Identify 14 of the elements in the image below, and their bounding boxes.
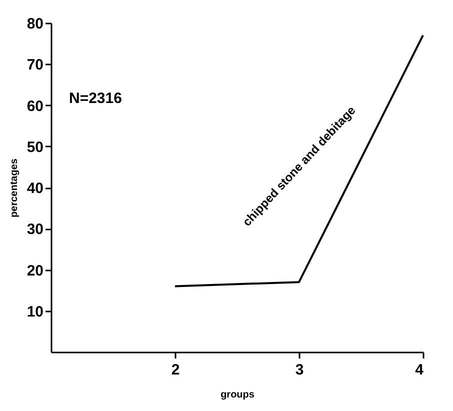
- x-tick-label: 2: [171, 362, 180, 378]
- y-tick-label: 70: [26, 56, 44, 74]
- y-tick-label: 10: [26, 303, 44, 320]
- y-tick-label: 50: [26, 138, 44, 156]
- y-tick-label: 30: [26, 221, 44, 238]
- x-axis-title: groups: [220, 390, 255, 400]
- y-tick-label: 40: [26, 180, 44, 197]
- x-tick-label: 4: [415, 362, 424, 378]
- annotation: N=2316: [69, 90, 122, 107]
- y-axis-title: percentages: [8, 158, 20, 218]
- x-tick-label: 3: [295, 362, 304, 378]
- y-tick-label: 20: [26, 262, 44, 280]
- y-tick-label: 60: [26, 98, 44, 115]
- y-tick-label: 80: [26, 16, 44, 32]
